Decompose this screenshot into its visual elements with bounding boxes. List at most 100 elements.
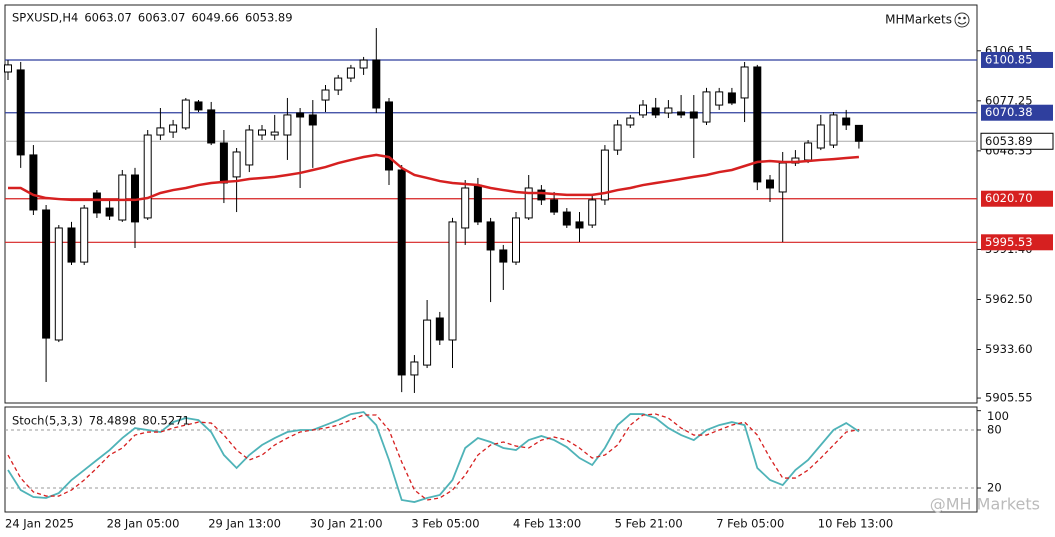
brand-icon [954, 12, 970, 28]
candle-body [118, 174, 127, 221]
x-tick-label: 5 Feb 21:00 [615, 517, 683, 531]
stoch-line [7, 411, 860, 503]
price-label-box [981, 190, 1053, 207]
candle-body [715, 91, 724, 106]
candle-body [270, 131, 279, 136]
candle-body [575, 221, 584, 229]
stoch-line [7, 413, 860, 501]
candle-body [753, 66, 762, 183]
candle-body [702, 91, 711, 123]
candle-body [613, 124, 622, 151]
candle-body [461, 187, 470, 229]
candle-body [562, 211, 571, 226]
price-label-box [981, 51, 1053, 68]
candle-body [156, 127, 165, 136]
header-text: 6053.89 [245, 11, 293, 25]
price-label: 6100.85 [985, 52, 1033, 66]
x-tick-label: 10 Feb 13:00 [818, 517, 893, 531]
brand: MHMarkets [885, 13, 952, 27]
candle-body [16, 69, 25, 156]
candle-body [42, 209, 51, 339]
candle-body [550, 199, 559, 213]
y-tick-label: 80 [987, 423, 1002, 437]
candle-body [67, 227, 76, 263]
candle-body [245, 129, 254, 166]
candle-body [512, 217, 520, 263]
indicator-label: 80.5271 [142, 414, 190, 428]
y-tick-label: 20 [987, 481, 1002, 495]
candle-body [600, 149, 609, 201]
price-label: 6070.38 [985, 105, 1033, 119]
candle-body [359, 59, 368, 69]
candle-body [207, 109, 216, 144]
candle-body [219, 142, 228, 184]
candle-body [29, 154, 38, 211]
candle-body [651, 107, 660, 116]
y-tick-label: 6077.25 [985, 93, 1033, 107]
watermark: @MH Markets [930, 495, 1040, 514]
price-label: 6020.70 [985, 191, 1033, 205]
candle-body [397, 169, 406, 376]
candle-body [588, 199, 597, 226]
y-tick-label: 5905.55 [985, 391, 1033, 405]
candle-body [816, 124, 825, 149]
candle-body [486, 221, 495, 251]
candle-body [410, 361, 419, 376]
moving-average [8, 153, 860, 202]
candle-body [181, 99, 190, 129]
candle-body [385, 101, 393, 171]
candle-body [677, 111, 686, 116]
candle-body [639, 104, 647, 116]
candle-body [423, 319, 432, 366]
header-text: SPXUSD,H4 [12, 11, 78, 25]
y-tick-label: 5933.60 [985, 342, 1033, 356]
candle-body [308, 114, 317, 126]
indicator-label: Stoch(5,3,3) [12, 414, 83, 428]
header-text: 6049.66 [191, 11, 239, 25]
candle-body [54, 227, 63, 341]
candle-body [232, 151, 241, 178]
x-tick-label: 3 Feb 05:00 [411, 517, 479, 531]
candle-body [740, 66, 749, 99]
candle-body [626, 117, 635, 126]
candle-body [664, 107, 673, 114]
candle-body [283, 114, 292, 136]
candle-body [194, 101, 203, 111]
candle-body [258, 129, 266, 136]
candle-body [537, 189, 546, 201]
y-tick-label: 100 [987, 409, 1009, 423]
price-label-box [981, 234, 1053, 251]
candle-body [105, 207, 114, 217]
plot: 6106.156077.256048.355991.405962.505933.… [4, 11, 1054, 531]
candle-body [854, 124, 863, 142]
candle-body [778, 162, 787, 193]
x-tick-label: 24 Jan 2025 [5, 517, 74, 531]
candle-body [766, 179, 774, 189]
candle-body [842, 117, 851, 126]
candle-body [346, 67, 355, 79]
candle-body [804, 142, 813, 161]
candle-body [499, 249, 508, 263]
candle-body [727, 92, 736, 104]
price-label: 5995.53 [985, 235, 1033, 249]
candle-body [829, 114, 838, 146]
main-panel [4, 4, 978, 404]
x-tick-label: 30 Jan 21:00 [310, 517, 383, 531]
candle-body [473, 184, 482, 223]
candle-body [448, 221, 457, 341]
header-text: 6063.07 [84, 11, 132, 25]
stoch-panel [4, 406, 978, 513]
candle-body [321, 89, 330, 101]
last-price-box [980, 132, 1054, 150]
candle-body [80, 207, 89, 263]
candle-body [334, 77, 343, 91]
indicator-label: 78.4898 [89, 414, 137, 428]
candle-body [143, 134, 152, 219]
price-label-box [981, 104, 1053, 121]
x-tick-label: 29 Jan 13:00 [208, 517, 281, 531]
header-text: 6063.07 [138, 11, 186, 25]
candle-body [524, 187, 533, 219]
